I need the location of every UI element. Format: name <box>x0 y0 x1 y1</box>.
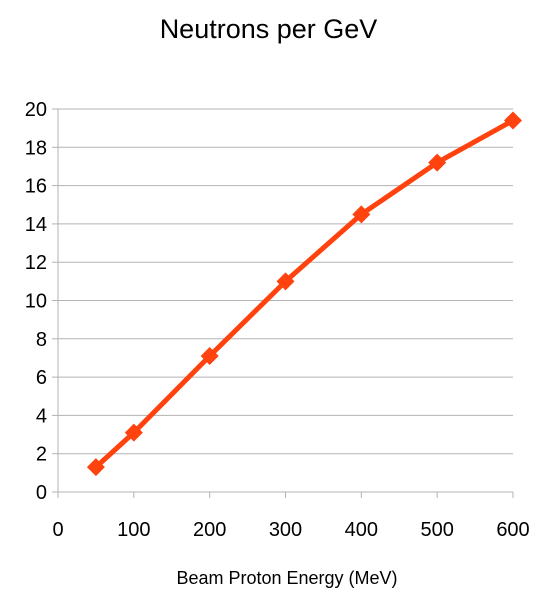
y-tick-label: 12 <box>25 252 47 274</box>
x-axis-title: Beam Proton Energy (MeV) <box>176 568 397 588</box>
chart-title: Neutrons per GeV <box>159 14 378 44</box>
y-tick-label: 18 <box>25 137 47 159</box>
x-tick-labels: 0 100 200 300 400 500 600 <box>52 519 529 541</box>
x-tick-label: 300 <box>269 519 302 541</box>
y-tick-label: 8 <box>36 329 47 351</box>
data-point <box>428 153 447 172</box>
y-tick-labels: 0 2 4 6 8 10 12 14 16 18 20 <box>25 99 47 504</box>
y-tick-label: 2 <box>36 444 47 466</box>
data-point <box>124 423 143 442</box>
data-point <box>504 111 522 130</box>
y-tick-label: 16 <box>25 176 47 198</box>
y-tick-label: 0 <box>36 482 47 504</box>
gridlines <box>58 108 513 493</box>
data-point <box>276 272 295 291</box>
data-point <box>200 347 219 366</box>
y-tick-label: 10 <box>25 291 47 313</box>
y-tick-label: 4 <box>36 405 47 427</box>
x-tick-label: 500 <box>420 519 453 541</box>
axes <box>52 108 514 498</box>
y-tick-label: 20 <box>25 99 47 121</box>
data-point <box>352 205 371 224</box>
data-series <box>86 111 522 477</box>
y-tick-label: 6 <box>36 367 47 389</box>
x-tick-label: 200 <box>193 519 226 541</box>
x-tick-label: 100 <box>117 519 150 541</box>
y-tick-label: 14 <box>25 214 47 236</box>
x-tick-label: 400 <box>345 519 378 541</box>
x-tick-label: 0 <box>52 519 63 541</box>
data-point <box>86 458 105 477</box>
x-tick-label: 600 <box>496 519 529 541</box>
